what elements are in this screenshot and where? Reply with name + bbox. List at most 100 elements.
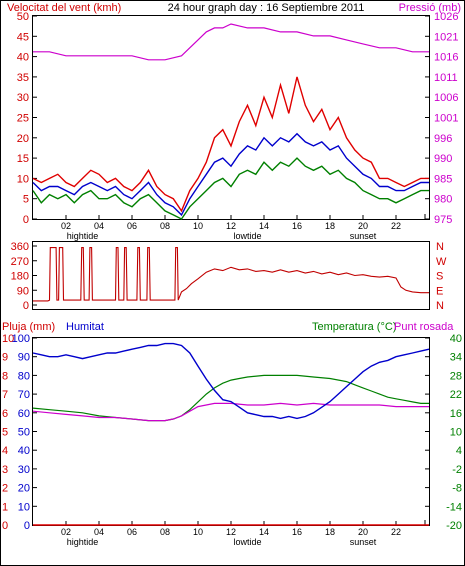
hour-tick-label: 16 — [292, 527, 302, 537]
pressure-right-axis: 975 980 985 990 996 1001 1006 1011 1016 1021 1026 — [434, 11, 458, 226]
center-title: 24 hour graph day : 16 Septiembre 2011 — [168, 2, 365, 14]
humidity-tick-label: 0 — [24, 520, 30, 532]
temperature-tick-label: -20 — [446, 520, 462, 532]
hour-tick-label: 12 — [226, 221, 236, 231]
hour-tick-label: 12 — [226, 527, 236, 537]
wind-tick-label: 15 — [17, 153, 29, 165]
event-label: hightide — [67, 231, 99, 241]
humidity-tick-label: 60 — [18, 408, 30, 420]
pressure-tick-label: 975 — [434, 214, 452, 226]
rain-tick-label: 6 — [2, 408, 8, 420]
dewpoint-label: Punt rosada — [394, 321, 454, 333]
wind-average-line — [32, 132, 429, 217]
hour-tick-label: 08 — [160, 527, 170, 537]
wind-tick-label: 20 — [17, 133, 29, 145]
humidity-tick-label: 90 — [18, 352, 30, 364]
wind-series — [32, 23, 429, 220]
humidity-tick-label: 70 — [18, 389, 30, 401]
wind-gust-line — [32, 76, 429, 213]
pressure-tick-label: 1001 — [434, 113, 458, 125]
hour-tick-label: 10 — [193, 527, 203, 537]
temperature-tick-label: -8 — [452, 483, 462, 495]
hour-tick-label: 02 — [61, 221, 71, 231]
hour-tick-label: 02 — [61, 527, 71, 537]
rain-tick-label: 1 — [2, 501, 8, 513]
rain-left-axis: 0 1 2 3 4 5 6 7 8 9 10 — [2, 333, 14, 532]
direction-tick-label: 270 — [11, 256, 29, 268]
pressure-line — [33, 23, 429, 61]
wind-tick-label: 5 — [23, 194, 29, 206]
rain-tick-label: 3 — [2, 464, 8, 476]
hour-tick-label: 06 — [127, 527, 137, 537]
event-label: sunset — [350, 537, 377, 547]
direction-tick-label: 180 — [11, 271, 29, 283]
temperature-tick-label: 40 — [450, 333, 462, 345]
climate-series — [32, 342, 430, 526]
direction-line — [33, 247, 429, 302]
pressure-tick-label: 996 — [434, 133, 452, 145]
humidity-tick-label: 10 — [18, 501, 30, 513]
rain-tick-label: 7 — [2, 389, 8, 401]
pressure-tick-label: 1026 — [434, 11, 458, 23]
humidity-label: Humitat — [66, 321, 104, 333]
wind-tick-label: 10 — [17, 173, 29, 185]
wind-grid — [33, 15, 429, 220]
temperature-tick-label: -2 — [452, 464, 462, 476]
humidity-tick-label: 100 — [12, 333, 30, 345]
temperature-tick-label: 28 — [450, 370, 462, 382]
direction-tick-label: 0 — [23, 300, 29, 312]
dewpoint-line — [32, 402, 429, 422]
pressure-tick-label: 985 — [434, 173, 452, 185]
pressure-tick-label: 1021 — [434, 31, 458, 43]
humidity-tick-label: 30 — [18, 464, 30, 476]
direction-tick-label: 360 — [11, 241, 29, 253]
climate-plot-box — [32, 337, 430, 526]
climate-hour-ticks: 02 04 06 08 10 12 14 16 18 20 22 hightide lowtide sun… — [61, 520, 426, 547]
wind-left-axis: 0 5 10 15 20 25 30 35 40 45 50 — [17, 11, 29, 226]
wind-label: Velocitat del vent (kmh) — [7, 2, 121, 14]
wind-hour-ticks: 02 04 06 08 10 12 14 16 18 20 22 hightide lowtide sun… — [61, 214, 426, 241]
pressure-tick-label: 990 — [434, 153, 452, 165]
hour-tick-label: 10 — [193, 221, 203, 231]
compass-tick-label: S — [436, 271, 443, 283]
rain-tick-label: 4 — [2, 445, 8, 457]
direction-grid — [33, 245, 37, 306]
event-label: sunset — [350, 231, 377, 241]
temperature-tick-label: 22 — [450, 389, 462, 401]
wind-tick-label: 35 — [17, 72, 29, 84]
temperature-tick-label: 34 — [450, 352, 462, 364]
hour-tick-label: 04 — [94, 221, 104, 231]
wind-tick-label: 45 — [17, 31, 29, 43]
hour-tick-label: 18 — [325, 221, 335, 231]
rain-tick-label: 10 — [2, 333, 14, 345]
hour-tick-label: 16 — [292, 221, 302, 231]
rain-tick-label: 5 — [2, 427, 8, 439]
event-label: lowtide — [233, 537, 261, 547]
rain-tick-label: 8 — [2, 370, 8, 382]
temperature-tick-label: -14 — [446, 501, 462, 513]
direction-series — [33, 247, 429, 302]
compass-tick-label: N — [436, 241, 444, 253]
humidity-line — [32, 342, 430, 420]
direction-left-axis: 360 270 180 90 0 — [11, 241, 29, 312]
wind-tick-label: 30 — [17, 92, 29, 104]
wind-tick-label: 40 — [17, 52, 29, 64]
hour-tick-label: 20 — [358, 221, 368, 231]
hour-tick-label: 14 — [259, 221, 269, 231]
temperature-tick-label: 16 — [450, 408, 462, 420]
humidity-tick-label: 80 — [18, 370, 30, 382]
event-label: hightide — [67, 537, 99, 547]
pressure-tick-label: 1011 — [434, 72, 458, 84]
rain-label: Pluja (mm) — [2, 321, 55, 333]
temperature-tick-label: 4 — [456, 445, 462, 457]
direction-tick-label: 90 — [17, 285, 29, 297]
rain-tick-label: 2 — [2, 483, 8, 495]
hour-tick-label: 08 — [160, 221, 170, 231]
humidity-tick-label: 50 — [18, 427, 30, 439]
pressure-tick-label: 980 — [434, 194, 452, 206]
pressure-tick-label: 1006 — [434, 92, 458, 104]
humidity-tick-label: 40 — [18, 445, 30, 457]
hour-tick-label: 20 — [358, 527, 368, 537]
hour-tick-label: 04 — [94, 527, 104, 537]
